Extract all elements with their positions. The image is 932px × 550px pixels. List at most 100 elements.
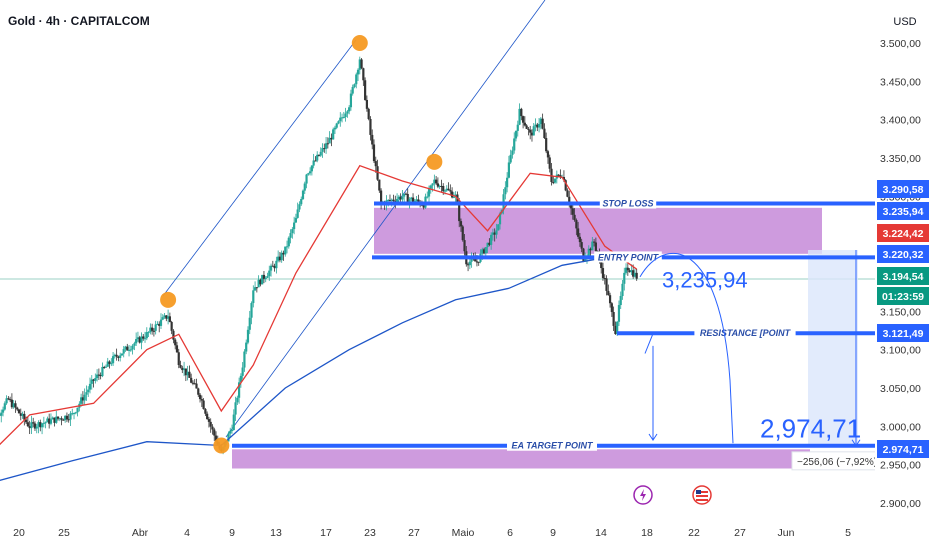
candle-body <box>81 397 84 401</box>
candle-body <box>443 190 447 192</box>
candle-body <box>507 162 510 178</box>
candle-body <box>584 258 587 261</box>
time-axis-tick-label: 9 <box>229 527 235 539</box>
candle-body <box>264 277 267 279</box>
chart-title: Gold · 4h · CAPITALCOM <box>8 14 150 28</box>
candle-body <box>355 74 358 85</box>
candle-body <box>138 337 141 343</box>
candle-body <box>537 124 541 128</box>
candle-body <box>51 417 54 420</box>
candle-body <box>541 118 544 129</box>
candle-body <box>431 183 434 186</box>
candle-body <box>578 236 581 243</box>
level-label-bg <box>599 197 657 209</box>
candle-body <box>211 426 214 430</box>
candle-body <box>3 403 6 410</box>
candle-body <box>353 84 356 87</box>
candle-body <box>213 429 216 436</box>
time-axis-tick-label: 17 <box>320 527 332 539</box>
candle-body <box>17 409 21 414</box>
candle-body <box>548 157 551 169</box>
candle-body <box>16 407 19 410</box>
price-axis-tick-label: 2.950,00 <box>880 460 921 472</box>
candle-body <box>520 108 523 117</box>
time-axis-tick-label: Jun <box>778 527 795 539</box>
candle-body <box>529 129 532 133</box>
candle-body <box>195 383 198 389</box>
candle-body <box>429 185 432 189</box>
candle-body <box>135 339 138 344</box>
candle-body <box>475 261 479 263</box>
candle-body <box>182 368 186 371</box>
level-label: RESISTANCE [POINT <box>700 328 792 338</box>
candle-body <box>451 191 454 198</box>
currency-label[interactable]: USD <box>893 16 916 28</box>
candle-body <box>569 203 573 209</box>
candle-body <box>374 161 377 167</box>
candle-body <box>404 193 408 195</box>
candle-body <box>285 246 289 248</box>
candle-body <box>571 208 574 215</box>
pivot-marker <box>213 437 230 454</box>
candle-body <box>42 422 45 424</box>
time-axis-tick-label: 13 <box>270 527 282 539</box>
candle-body <box>413 200 416 202</box>
candle-body <box>495 230 498 235</box>
projection-curve <box>639 253 734 444</box>
pivot-marker <box>160 291 177 308</box>
candle-body <box>136 337 140 340</box>
candle-body <box>594 242 597 252</box>
candle-body <box>80 397 83 404</box>
candle-body <box>498 213 502 225</box>
candle-body <box>328 137 331 144</box>
price-badge-text: 3.290,58 <box>883 184 924 196</box>
candle-body <box>154 324 157 331</box>
trend-channel-line-upper <box>162 39 357 297</box>
candle-body <box>319 151 322 156</box>
candle-body <box>316 154 319 161</box>
candle-body <box>156 323 159 325</box>
us-flag-event-icon[interactable] <box>692 485 712 505</box>
price-badge <box>877 245 929 263</box>
candle-body <box>268 270 271 277</box>
candle-body <box>129 349 132 351</box>
candle-body <box>261 274 264 285</box>
price-axis-tick-label: 2.900,00 <box>880 498 921 510</box>
ema-short-line <box>0 164 638 446</box>
candle-body <box>64 415 67 421</box>
lightning-event-icon[interactable] <box>633 485 653 505</box>
level-label: ENTRY POINT <box>598 252 660 262</box>
candle-body <box>426 196 429 198</box>
candle-body <box>131 345 134 350</box>
candle-body <box>287 237 290 247</box>
candle-body <box>236 397 239 403</box>
candle-body <box>390 199 393 201</box>
candle-body <box>410 197 413 200</box>
candle-body <box>527 128 530 130</box>
candle-body <box>310 165 313 172</box>
candle-body <box>200 399 203 401</box>
candle-body <box>40 423 44 428</box>
candle-body <box>593 241 596 243</box>
candle-body <box>349 93 353 108</box>
price-annotation: 2,974,71 <box>760 414 861 444</box>
candle-body <box>635 272 638 279</box>
candle-body <box>417 199 420 202</box>
candle-body <box>87 389 90 393</box>
candle-body <box>159 319 163 326</box>
price-badge-text: 01:23:59 <box>882 291 924 303</box>
candle-body <box>46 418 49 423</box>
candle-body <box>605 278 608 291</box>
level-label: STOP LOSS <box>602 199 653 209</box>
candle-body <box>113 354 116 357</box>
price-badge-text: 3.220,32 <box>883 249 924 261</box>
candle-body <box>35 426 38 429</box>
candle-body <box>372 144 376 162</box>
candle-body <box>612 312 615 326</box>
candle-body <box>149 327 152 333</box>
candle-body <box>633 272 637 277</box>
candle-body <box>207 419 211 422</box>
candle-body <box>229 430 232 434</box>
candle-body <box>145 332 148 339</box>
